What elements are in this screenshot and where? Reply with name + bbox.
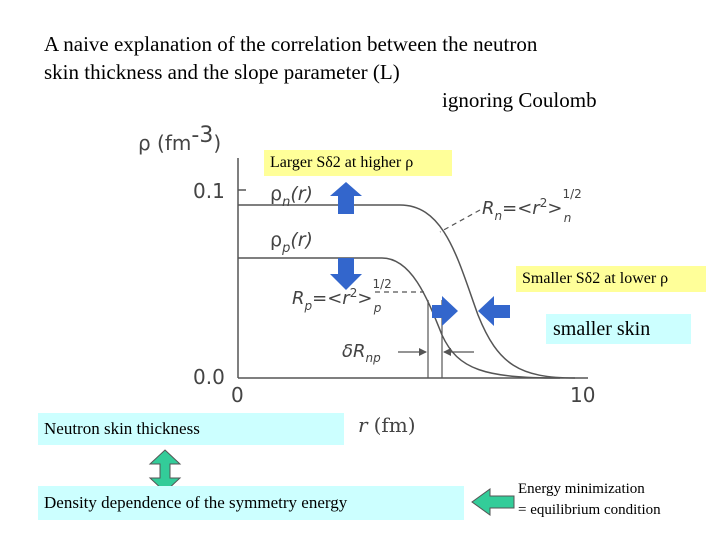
rho-p-arg: (r)	[290, 229, 313, 251]
rn-sub2: n	[564, 211, 572, 225]
rp-sub2: p	[373, 301, 382, 315]
rn-dashed-leader	[439, 209, 481, 233]
y-axis-label-close: )	[213, 131, 221, 155]
drnp-subscript: np	[366, 351, 382, 365]
drnp-symbol: δR	[342, 341, 366, 362]
symmetry-energy-box: Density dependence of the symmetry energ…	[38, 486, 464, 520]
y-axis-label-exp: -3	[191, 123, 213, 148]
y-tick-label-0-1: 0.1	[193, 179, 225, 203]
rn-subscript: n	[495, 209, 503, 223]
rp-symbol: R	[292, 288, 305, 309]
x-axis-label-var: r	[358, 413, 369, 437]
arrow-up-icon	[330, 182, 362, 214]
smaller-skin-box: smaller skin	[546, 314, 691, 344]
title-line-3: ignoring Coulomb	[442, 88, 597, 112]
smaller-s-delta-box: Smaller Sδ2 at lower ρ	[516, 266, 706, 292]
x-tick-label-0: 0	[231, 383, 244, 407]
slide-title: A naive explanation of the correlation b…	[44, 30, 704, 114]
rp-pow: 2	[350, 286, 358, 300]
rn-exp: 1/2	[562, 187, 581, 201]
energy-minimization-note: Energy minimization = equilibrium condit…	[518, 479, 661, 521]
rp-eq: =<r	[312, 288, 351, 309]
arrow-down-icon	[330, 258, 362, 290]
rn-label: Rn=<r2>1/2 n	[482, 187, 582, 225]
energy-line-2: = equilibrium condition	[518, 502, 661, 518]
rho-p-subscript: p	[281, 241, 290, 256]
arrow-left-green-icon	[471, 488, 515, 516]
y-axis-label-text: ρ (fm	[138, 131, 191, 155]
rho-p-label: ρp(r)	[270, 229, 313, 256]
rp-label: Rp=<r2>1/2 p	[292, 277, 392, 315]
rn-pow: 2	[540, 196, 548, 210]
energy-line-1: Energy minimization	[518, 481, 645, 497]
rho-n-arg: (r)	[290, 183, 313, 205]
rho-n-symbol: ρ	[270, 183, 282, 205]
y-axis-label: ρ (fm-3)	[138, 123, 221, 155]
rn-eq: =<r	[502, 198, 541, 219]
drnp-label: δRnp	[342, 341, 381, 365]
rho-n-label: ρn(r)	[270, 183, 313, 210]
double-arrow-icon	[148, 449, 182, 493]
rho-p-curve	[238, 257, 561, 379]
arrow-right-icon	[432, 296, 458, 326]
neutron-skin-box: Neutron skin thickness	[38, 413, 344, 445]
rp-exp: 1/2	[372, 277, 391, 291]
x-tick-label-10: 10	[570, 383, 595, 407]
larger-s-delta-box: Larger Sδ2 at higher ρ	[264, 150, 452, 176]
title-line-1: A naive explanation of the correlation b…	[44, 32, 538, 56]
rho-p-symbol: ρ	[270, 229, 282, 251]
y-tick-label-0-0: 0.0	[193, 365, 225, 389]
rp-subscript: p	[304, 299, 313, 313]
title-line-2: skin thickness and the slope parameter (…	[44, 60, 400, 84]
arrow-left-icon	[478, 296, 510, 326]
x-axis-label: r (fm)	[358, 413, 416, 437]
rho-n-subscript: n	[282, 195, 290, 210]
rn-close: >	[547, 198, 562, 219]
x-axis-label-unit: (fm)	[374, 413, 416, 437]
rp-close: >	[357, 288, 372, 309]
rho-n-curve	[238, 204, 576, 379]
rn-symbol: R	[482, 198, 495, 219]
